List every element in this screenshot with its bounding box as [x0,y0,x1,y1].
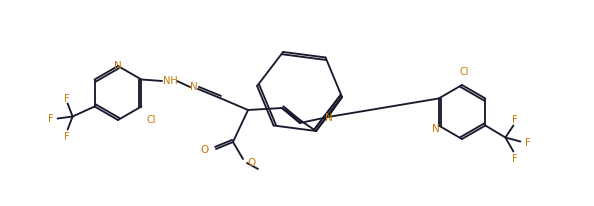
Text: F: F [511,115,517,125]
Text: F: F [48,114,53,124]
Text: O: O [201,144,209,154]
Text: O: O [247,157,255,167]
Text: N: N [114,61,122,71]
Text: Cl: Cl [459,67,469,77]
Text: F: F [64,131,69,141]
Text: N: N [432,124,440,134]
Text: N: N [325,112,333,122]
Text: N: N [190,82,198,91]
Text: NH: NH [163,76,178,85]
Text: Cl: Cl [146,115,156,125]
Text: F: F [525,137,530,147]
Text: F: F [511,153,517,163]
Text: F: F [64,93,69,103]
